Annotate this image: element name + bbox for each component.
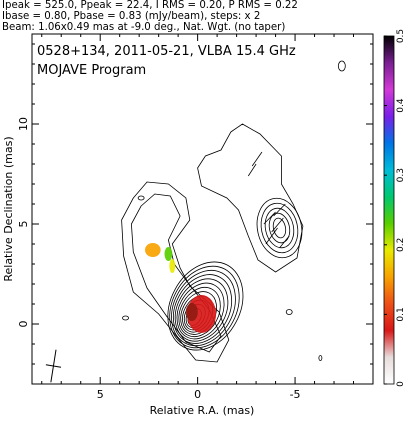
west-knot-contour bbox=[256, 197, 303, 259]
beam-marker bbox=[45, 349, 62, 383]
x-tick-label: -5 bbox=[290, 388, 301, 401]
noise-contour bbox=[122, 315, 129, 321]
hatch-line bbox=[247, 163, 257, 177]
noise-contour bbox=[337, 60, 346, 72]
west-knot-contour bbox=[268, 212, 291, 244]
hatch-line bbox=[263, 211, 276, 225]
noise-contour bbox=[285, 309, 293, 315]
polarization-region bbox=[164, 247, 173, 261]
chart-subtitle: MOJAVE Program bbox=[37, 63, 146, 78]
header-line-3: Beam: 1.06x0.49 mas at -9.0 deg., Nat. W… bbox=[2, 22, 286, 33]
west-contour-outer bbox=[197, 123, 304, 273]
core-contour bbox=[171, 270, 236, 346]
hatch-line bbox=[279, 235, 290, 249]
core-contour bbox=[167, 261, 244, 351]
axes: 5 0 -5 0 5 10 bbox=[17, 34, 374, 401]
fractional-polarization-layer bbox=[145, 243, 217, 333]
beam-minor-axis bbox=[45, 364, 62, 368]
x-tick-label: 0 bbox=[194, 388, 201, 401]
colorbar-scale bbox=[383, 35, 395, 385]
colorbar-tick-label: 0.4 bbox=[396, 98, 406, 113]
hatch-line bbox=[265, 227, 278, 245]
y-axis-label: Relative Declination (mas) bbox=[2, 136, 15, 281]
plot-frame bbox=[31, 33, 374, 385]
jet-contour-outer bbox=[121, 181, 230, 363]
polarization-region bbox=[169, 259, 176, 273]
core-contour bbox=[178, 286, 221, 338]
y-tick-label: 10 bbox=[17, 117, 30, 131]
colorbar: 0 0.1 0.2 0.3 0.4 0.5 bbox=[383, 29, 406, 387]
header-line-2: Ibase = 0.80, Pbase = 0.83 (mJy/beam), s… bbox=[2, 11, 261, 22]
polarization-region bbox=[145, 243, 161, 257]
header-line-1: Ipeak = 525.0, Ppeak = 22.4, I RMS = 0.2… bbox=[2, 0, 298, 11]
x-tick-label: 5 bbox=[97, 388, 104, 401]
noise-contour bbox=[137, 195, 145, 201]
core-contour bbox=[176, 282, 225, 340]
colorbar-tick-label: 0.1 bbox=[396, 307, 406, 321]
west-knot-contour bbox=[260, 202, 299, 254]
y-tick-label: 0 bbox=[17, 321, 30, 328]
colorbar-tick-label: 0.2 bbox=[396, 238, 406, 252]
hatch-line bbox=[251, 151, 263, 167]
hatch-line bbox=[271, 217, 284, 233]
chart-title: 0528+134, 2011-05-21, VLBA 15.4 GHz bbox=[37, 44, 296, 59]
noise-contour bbox=[318, 355, 323, 361]
negative-polarization-hatching bbox=[247, 151, 290, 249]
colorbar-tick-label: 0.5 bbox=[396, 29, 406, 43]
west-knot-contour bbox=[264, 207, 295, 249]
polarization-core-peak bbox=[185, 303, 198, 321]
colorbar-tick-label: 0.3 bbox=[396, 168, 406, 182]
x-axis-label: Relative R.A. (mas) bbox=[150, 404, 255, 417]
colorbar-tick-label: 0 bbox=[396, 381, 406, 387]
west-knot-contour bbox=[272, 217, 287, 239]
stokes-i-contours bbox=[121, 60, 346, 363]
core-contour bbox=[174, 278, 229, 342]
jet-contour-inner bbox=[130, 193, 222, 353]
hatch-line bbox=[273, 203, 286, 217]
core-contour bbox=[169, 265, 240, 349]
y-tick-label: 5 bbox=[17, 221, 30, 228]
